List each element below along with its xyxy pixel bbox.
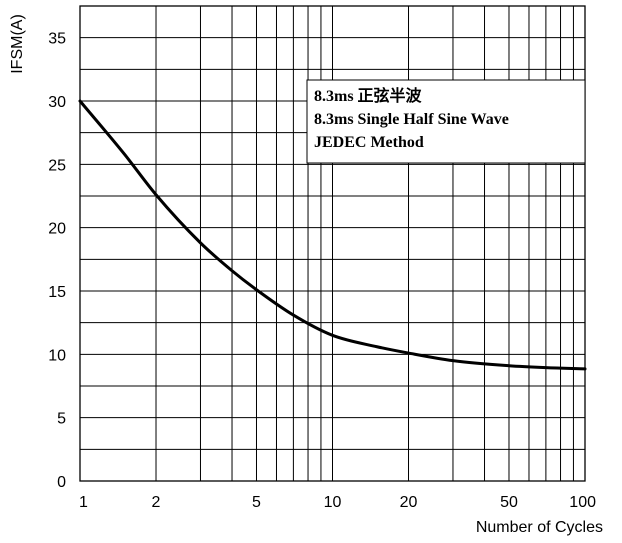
x-tick-label: 5 <box>252 494 261 511</box>
y-tick-label: 15 <box>48 284 66 301</box>
x-tick-label: 1 <box>79 494 88 511</box>
x-tick-label: 50 <box>500 494 518 511</box>
grid <box>79 5 586 482</box>
ifsm-curve <box>78 99 587 371</box>
x-axis-label: Number of Cycles <box>476 519 603 536</box>
x-tick-label: 20 <box>400 494 418 511</box>
y-tick-label: 25 <box>48 157 66 174</box>
y-tick-label: 0 <box>57 474 66 491</box>
x-tick-label: 2 <box>152 494 161 511</box>
y-axis-label: IFSM(A) <box>9 14 26 74</box>
y-tick-label: 10 <box>48 347 66 364</box>
annotation-line: 8.3ms 正弦半波 <box>314 86 423 105</box>
y-tick-label: 20 <box>48 221 66 238</box>
series <box>78 99 587 371</box>
x-tick-label: 10 <box>324 494 342 511</box>
plot-frame <box>79 5 586 482</box>
annotation-line: 8.3ms Single Half Sine Wave <box>314 111 509 128</box>
annotation-box: 8.3ms 正弦半波 8.3ms Single Half Sine Wave JED… <box>306 79 586 164</box>
y-tick-label: 5 <box>57 411 66 428</box>
y-tick-label: 30 <box>48 94 66 111</box>
y-tick-label: 35 <box>48 31 66 48</box>
x-tick-label: 100 <box>569 494 596 511</box>
annotation-line: JEDEC Method <box>314 134 424 151</box>
annotation-background <box>306 79 586 164</box>
